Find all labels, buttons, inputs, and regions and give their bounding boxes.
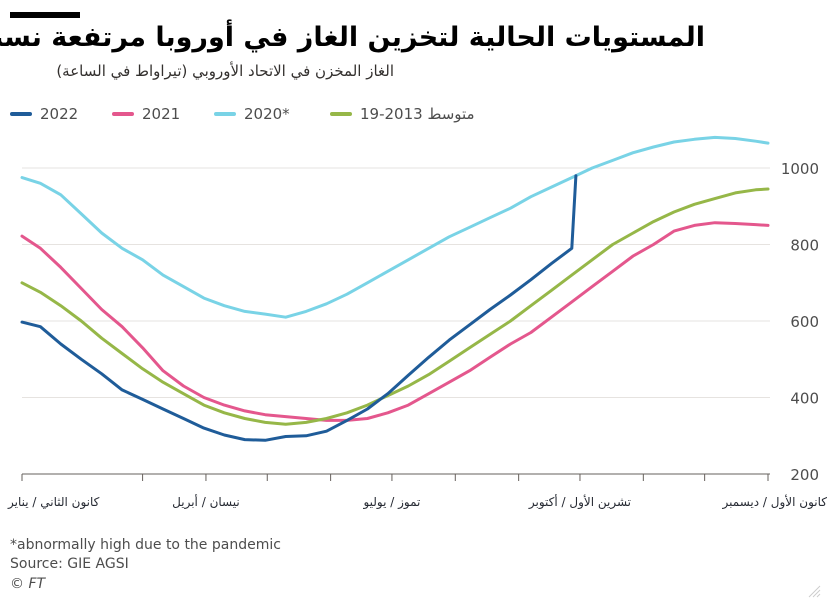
copyright: © FT — [10, 576, 46, 592]
resize-corner-icon — [808, 585, 821, 598]
x-axis: كانون الثاني / يناير نيسان / أبريل تموز / … — [7, 474, 827, 510]
x-tick-label: تشرين الأول / أكتوبر — [528, 494, 631, 510]
legend-label-2020: 2020* — [244, 105, 290, 123]
brand-bar — [10, 12, 80, 18]
legend-swatch-average — [330, 112, 352, 116]
legend-item-2021: 2021 — [112, 100, 180, 128]
series-line-2021 — [20, 221, 770, 422]
y-tick-label: 1000 — [781, 160, 819, 178]
source-note: Source: GIE AGSI — [10, 556, 129, 572]
legend-label-average: متوسط 2013-19 — [360, 105, 475, 123]
y-tick-label: 200 — [790, 466, 819, 484]
line-chart: كانون الثاني / يناير نيسان / أبريل تموز / … — [7, 135, 827, 510]
series-line-2022 — [20, 174, 578, 442]
x-tick-label: نيسان / أبريل — [172, 494, 240, 510]
footnote: *abnormally high due to the pandemic — [10, 537, 281, 553]
legend-label-2022: 2022 — [40, 105, 79, 123]
grid-lines — [22, 167, 770, 475]
series-line-average — [20, 187, 770, 426]
legend-item-2020: 2020* — [214, 100, 290, 128]
x-tick-label: تموز / يوليو — [362, 495, 420, 510]
legend-item-2022: 2022 — [10, 100, 78, 128]
y-axis: 200 400 600 800 1000 — [781, 160, 819, 484]
legend-item-average: متوسط 2013-19 — [330, 100, 475, 128]
legend-swatch-2022 — [10, 112, 32, 116]
legend-swatch-2021 — [112, 112, 134, 116]
chart-subtitle: الغاز المخزن في الاتحاد الأوروبي (تيراوا… — [56, 62, 394, 80]
legend-swatch-2020 — [214, 112, 236, 116]
chart-title: المستويات الحالية لتخزين الغاز في أوروبا… — [0, 22, 705, 53]
y-tick-label: 400 — [790, 390, 819, 408]
y-tick-label: 600 — [790, 313, 819, 331]
legend: 2022 2021 2020* متوسط 2013-19 — [10, 100, 610, 128]
legend-label-2021: 2021 — [142, 105, 181, 123]
x-tick-label: كانون الثاني / يناير — [7, 495, 100, 510]
x-tick-label: كانون الأول / ديسمبر — [722, 494, 828, 510]
series-lines — [20, 135, 770, 442]
y-tick-label: 800 — [790, 237, 819, 255]
series-line-2020 — [20, 135, 770, 319]
